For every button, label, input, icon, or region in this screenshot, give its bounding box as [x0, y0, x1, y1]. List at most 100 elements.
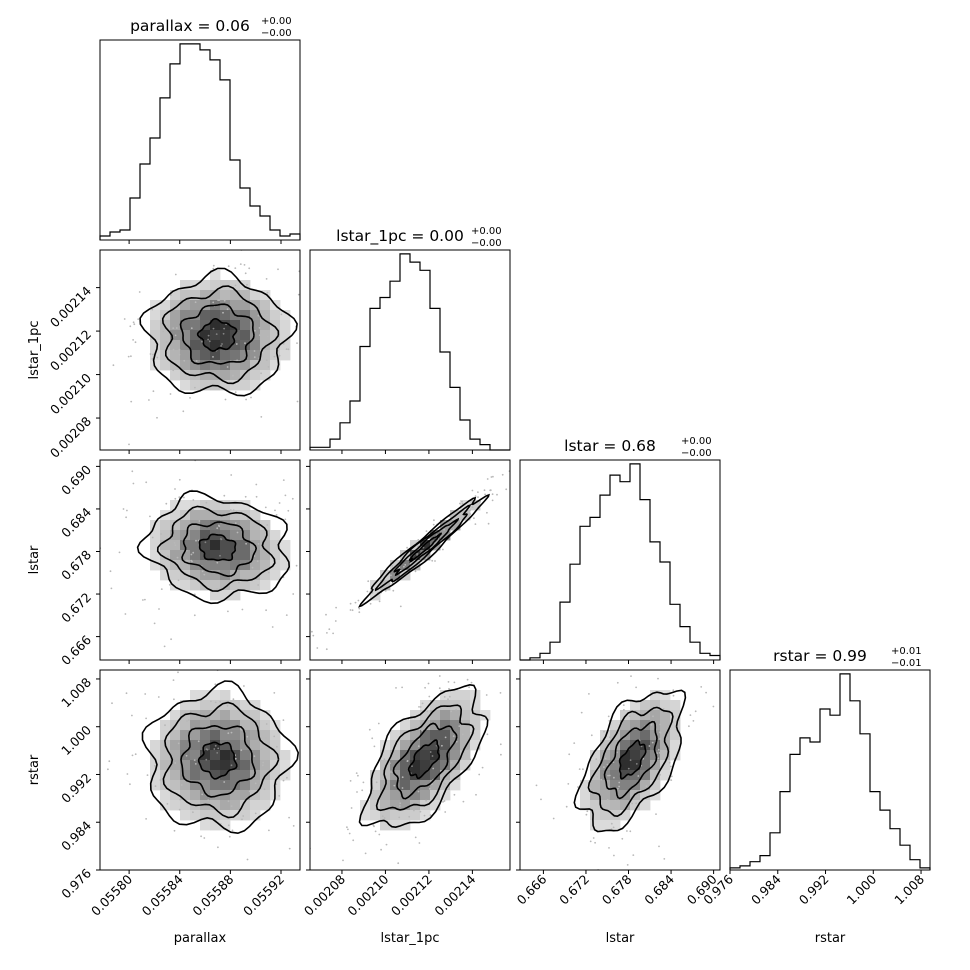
sample-point — [657, 677, 659, 680]
density-cell — [220, 550, 231, 561]
density-cell — [470, 710, 481, 721]
sample-point — [260, 372, 262, 375]
sample-point — [190, 327, 193, 330]
sample-point — [662, 708, 665, 710]
sample-point — [479, 661, 481, 663]
sample-point — [468, 748, 471, 751]
sample-point — [216, 588, 219, 590]
sample-point — [254, 782, 257, 785]
sample-point — [172, 327, 175, 329]
sample-point — [444, 736, 447, 739]
density-cell — [270, 550, 281, 561]
histogram-step-line — [309, 253, 510, 451]
density-cell — [180, 330, 191, 341]
density-cell — [420, 770, 431, 781]
histogram-step-line — [729, 673, 931, 870]
density-cell — [190, 360, 201, 371]
density-cell — [470, 720, 481, 731]
sample-point — [368, 728, 371, 731]
sample-point — [500, 753, 502, 756]
sample-point — [469, 758, 472, 761]
y-tick-label: 0.00212 — [47, 327, 94, 374]
sample-point — [183, 359, 186, 362]
density-cell — [260, 800, 271, 811]
density-cell — [460, 720, 471, 731]
sample-point — [134, 341, 137, 344]
sample-point — [429, 700, 432, 702]
density-cell — [170, 520, 181, 531]
sample-point — [431, 783, 433, 785]
density-cell — [180, 520, 191, 531]
density-cell — [420, 540, 431, 551]
sample-point — [355, 772, 358, 774]
sample-point — [285, 614, 288, 616]
density-cell — [220, 340, 231, 351]
title-lower-error: −0.00 — [681, 448, 712, 459]
density-cell — [170, 510, 181, 521]
density-cell — [160, 340, 171, 351]
sample-point — [380, 848, 382, 851]
histogram-lstar: lstar = 0.68 +0.00−0.00 — [519, 436, 721, 661]
density-cell — [230, 360, 241, 371]
sample-point — [496, 493, 498, 496]
density-cell — [160, 360, 171, 371]
density-cell — [260, 560, 271, 571]
sample-point — [489, 489, 492, 492]
sample-point — [234, 757, 237, 760]
density-cell — [250, 370, 261, 381]
sample-point — [231, 829, 234, 832]
x-axis-label: lstar_1pc — [381, 931, 440, 946]
density-cell — [170, 570, 181, 581]
density-cell — [220, 710, 231, 721]
density-cell — [190, 810, 201, 821]
y-tick-label: 0.984 — [58, 818, 94, 854]
density-cell — [220, 720, 231, 731]
sample-point — [148, 399, 150, 401]
density-cell — [180, 780, 191, 791]
sample-point — [641, 640, 643, 642]
panel-frame — [519, 669, 721, 871]
sample-point — [659, 738, 661, 740]
sample-point — [315, 516, 317, 518]
sample-point — [342, 859, 344, 862]
density-cell — [650, 700, 661, 711]
density-cell — [400, 820, 411, 831]
density-cell — [660, 740, 671, 751]
sample-point — [426, 710, 429, 713]
sample-point — [658, 845, 660, 848]
sample-point — [419, 720, 421, 722]
sample-point — [390, 771, 392, 773]
density-cell — [230, 300, 241, 311]
sample-point — [296, 400, 299, 403]
sample-point — [640, 745, 643, 748]
sample-point — [455, 708, 457, 711]
sample-point — [578, 768, 581, 770]
sample-point — [443, 696, 446, 698]
sample-point — [158, 608, 160, 610]
sample-point — [273, 355, 276, 358]
sample-point — [269, 668, 271, 670]
sample-point — [278, 502, 281, 504]
y-tick-label: 0.672 — [58, 590, 94, 626]
sample-point — [226, 704, 229, 707]
density-cell — [390, 750, 401, 761]
density-cell — [210, 540, 221, 551]
density-cell — [660, 700, 671, 711]
sample-point — [332, 632, 334, 635]
sample-point — [145, 717, 148, 720]
sample-point — [328, 628, 331, 631]
density-cell — [210, 780, 221, 791]
panel-frame — [519, 459, 721, 661]
sample-point — [447, 681, 450, 683]
density-cell — [250, 290, 261, 301]
density-cell — [220, 740, 231, 751]
density-cell — [180, 800, 191, 811]
sample-point — [192, 551, 195, 554]
sample-point — [638, 646, 640, 648]
sample-point — [306, 655, 308, 657]
sample-point — [219, 700, 222, 703]
sample-point — [632, 854, 635, 856]
density-cell — [190, 770, 201, 781]
sample-point — [371, 592, 374, 594]
density-cell — [390, 800, 401, 811]
